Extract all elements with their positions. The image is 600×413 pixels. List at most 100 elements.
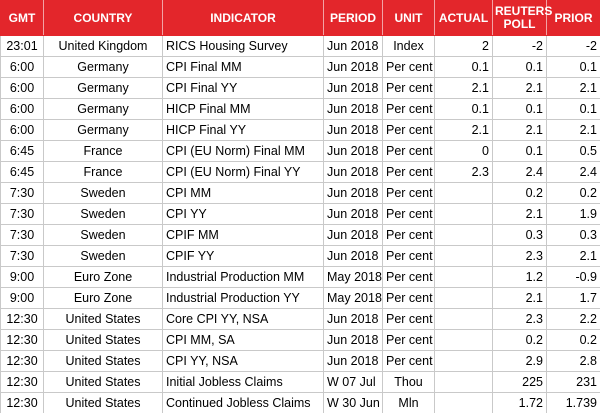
table-row: 12:30 United States Initial Jobless Claims… [0,371,600,393]
table-cell: Per cent [382,224,435,246]
table-cell: May 2018 [323,266,383,288]
table-cell: 6:00 [0,77,44,99]
table-cell: 1.2 [492,266,547,288]
column-header: COUNTRY [43,0,163,36]
table-cell: Per cent [382,182,435,204]
table-cell: 12:30 [0,308,44,330]
table-row: 6:45 France CPI (EU Norm) Final MM Jun 2018… [0,140,600,162]
table-cell: CPIF MM [162,224,324,246]
table-cell: HICP Final MM [162,98,324,120]
table-cell: 2.4 [546,161,600,183]
table-cell: 6:00 [0,119,44,141]
table-cell: Jun 2018 [323,245,383,267]
table-cell: 2.2 [546,308,600,330]
table-cell: May 2018 [323,287,383,309]
table-cell: Per cent [382,245,435,267]
table-cell: CPI MM, SA [162,329,324,351]
table-cell: 6:45 [0,161,44,183]
table-cell: Industrial Production YY [162,287,324,309]
table-cell [434,371,493,393]
table-cell: Jun 2018 [323,203,383,225]
table-cell: 23:01 [0,35,44,57]
table-cell: Jun 2018 [323,350,383,372]
table-cell: W 30 Jun [323,392,383,413]
table-cell: HICP Final YY [162,119,324,141]
table-cell: 2.1 [546,119,600,141]
table-row: 12:30 United States Core CPI YY, NSA Jun 20… [0,308,600,330]
table-cell: 0.1 [492,140,547,162]
table-cell: 0.1 [546,98,600,120]
table-cell: Per cent [382,98,435,120]
table-cell: 231 [546,371,600,393]
table-cell: 1.72 [492,392,547,413]
table-cell: France [43,161,163,183]
table-row: 6:00 Germany HICP Final YY Jun 2018 Per cent… [0,119,600,141]
table-cell: CPI YY, NSA [162,350,324,372]
header-row: GMT COUNTRY INDICATOR PERIOD UNIT ACTUAL REUTE… [0,0,600,36]
table-cell: 0.2 [492,329,547,351]
table-cell: 12:30 [0,392,44,413]
table-cell: Continued Jobless Claims [162,392,324,413]
table-cell: United States [43,392,163,413]
table-cell: 2 [434,35,493,57]
table-row: 12:30 United States Continued Jobless Clai… [0,392,600,413]
table-cell [434,224,493,246]
table-cell: CPI Final YY [162,77,324,99]
column-header: PRIOR [546,0,600,36]
table-cell: Per cent [382,119,435,141]
table-row: 6:00 Germany CPI Final YY Jun 2018 Per cent 2… [0,77,600,99]
table-row: 9:00 Euro Zone Industrial Production MM May… [0,266,600,288]
table-cell: 12:30 [0,329,44,351]
table-row: 6:00 Germany HICP Final MM Jun 2018 Per cent… [0,98,600,120]
table-cell: 0.3 [546,224,600,246]
table-cell: 2.3 [492,308,547,330]
table-cell: 0.5 [546,140,600,162]
table-cell: Germany [43,77,163,99]
table-cell [434,329,493,351]
table-cell: 6:00 [0,98,44,120]
table-cell: Sweden [43,224,163,246]
table-row: 7:30 Sweden CPIF YY Jun 2018 Per cent 2.3 2.1 [0,245,600,267]
table-row: 12:30 United States CPI YY, NSA Jun 2018 Per… [0,350,600,372]
table-cell: 2.4 [492,161,547,183]
table-cell: Per cent [382,350,435,372]
table-cell: Per cent [382,266,435,288]
table-row: 6:00 Germany CPI Final MM Jun 2018 Per cent 0… [0,56,600,78]
table-cell: 7:30 [0,203,44,225]
table-cell: Per cent [382,140,435,162]
table-cell: CPI (EU Norm) Final YY [162,161,324,183]
table-row: 12:30 United States CPI MM, SA Jun 2018 Per … [0,329,600,351]
column-header: GMT [0,0,44,36]
table-cell: 2.9 [492,350,547,372]
table-cell: Per cent [382,287,435,309]
table-row: 23:01 United Kingdom RICS Housing Survey Ju… [0,35,600,57]
table-cell [434,350,493,372]
table-cell: Per cent [382,161,435,183]
table-cell: CPI (EU Norm) Final MM [162,140,324,162]
table-cell: Germany [43,119,163,141]
table-cell: 12:30 [0,350,44,372]
table-cell: Jun 2018 [323,35,383,57]
table-cell: 0.1 [546,56,600,78]
table-row: 7:30 Sweden CPI MM Jun 2018 Per cent 0.2 0.2 [0,182,600,204]
table-cell: Sweden [43,203,163,225]
table-cell: Jun 2018 [323,56,383,78]
table-cell: 0.1 [434,56,493,78]
table-cell [434,287,493,309]
column-header: INDICATOR [162,0,324,36]
table-cell: 2.1 [434,119,493,141]
table-cell: 2.1 [546,77,600,99]
table-row: 9:00 Euro Zone Industrial Production YY May… [0,287,600,309]
table-cell: Sweden [43,182,163,204]
table-cell [434,182,493,204]
table-cell: 0.1 [434,98,493,120]
table-cell: Jun 2018 [323,161,383,183]
table-cell: Jun 2018 [323,140,383,162]
table-cell: 2.1 [492,203,547,225]
table-cell: Per cent [382,77,435,99]
table-cell: 2.1 [492,77,547,99]
table-cell: -2 [492,35,547,57]
table-cell: Per cent [382,308,435,330]
table-cell: 9:00 [0,266,44,288]
